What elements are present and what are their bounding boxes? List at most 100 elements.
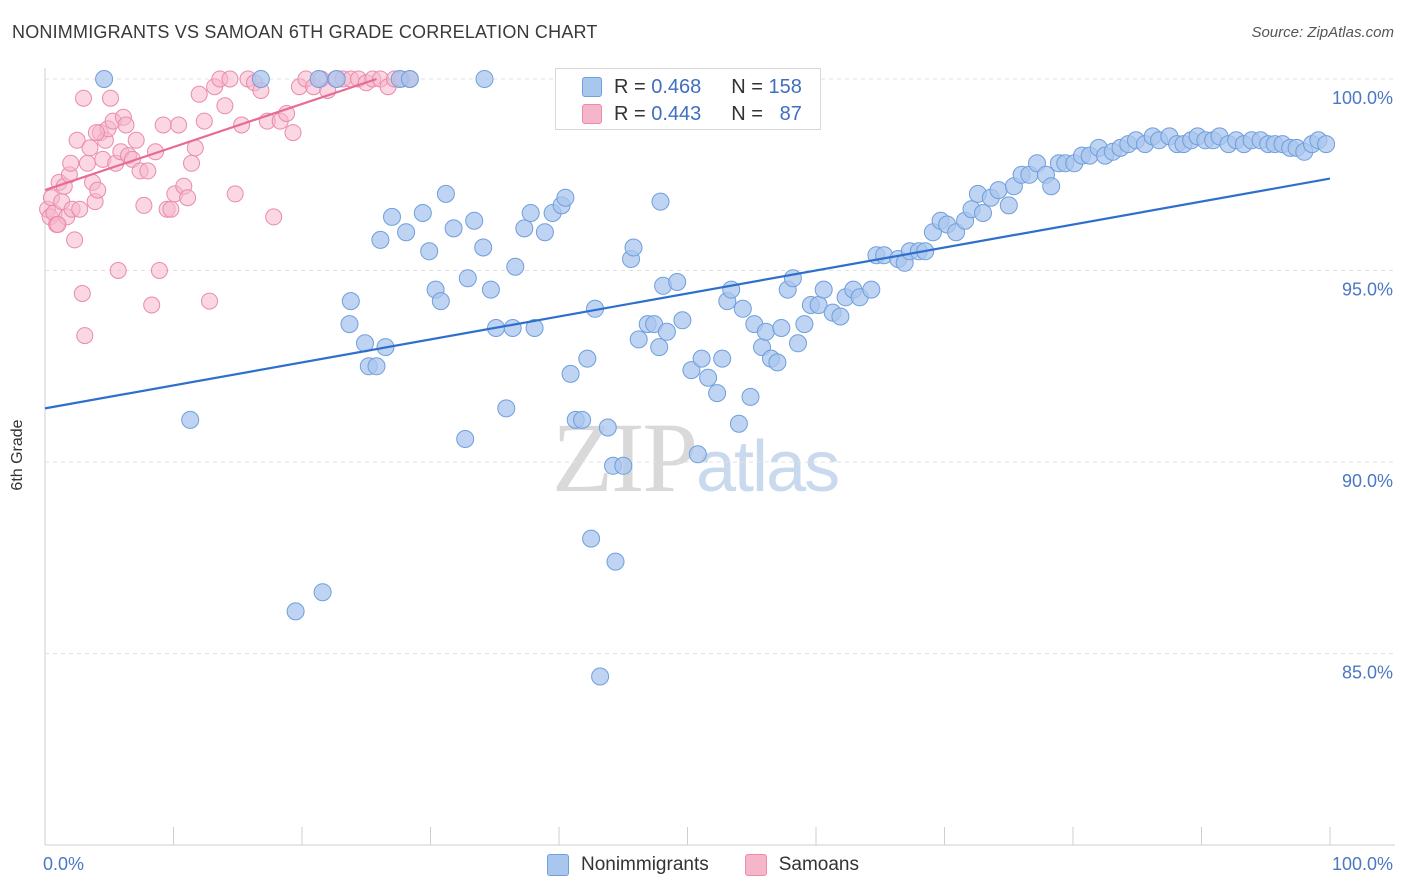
- nonimmigrants-point: [458, 269, 477, 288]
- samoans-point: [216, 97, 234, 115]
- y-tick-label: 95.0%: [1342, 280, 1393, 300]
- samoans-point: [284, 124, 302, 142]
- y-tick-label: 100.0%: [1332, 88, 1393, 108]
- bottom-legend-nonimmigrants[interactable]: Nonimmigrants: [546, 854, 709, 876]
- nonimmigrants-point: [556, 188, 575, 207]
- samoans-point: [73, 285, 91, 302]
- nonimmigrants-trend-line: [44, 177, 1331, 410]
- samoans-point: [170, 116, 188, 134]
- nonimmigrants-point: [535, 223, 554, 242]
- nonimmigrants-point: [729, 414, 748, 433]
- nonimmigrants-point: [1042, 177, 1061, 196]
- samoans-point: [66, 231, 84, 249]
- samoans-point: [102, 89, 119, 107]
- samoans-point: [71, 200, 89, 218]
- samoans-point: [81, 139, 99, 157]
- nonimmigrants-point: [756, 322, 775, 341]
- nonimmigrants-point: [989, 181, 1008, 200]
- nonimmigrants-point: [181, 410, 200, 429]
- nonimmigrants-point: [578, 349, 597, 368]
- nonimmigrants-point: [561, 364, 580, 383]
- nonimmigrants-point: [862, 280, 881, 299]
- nonimmigrants-point: [768, 353, 787, 372]
- samoans-point: [87, 124, 105, 142]
- nonimmigrants-point: [341, 292, 360, 311]
- samoans-point: [117, 116, 135, 134]
- nonimmigrants-point: [506, 257, 525, 276]
- watermark: ZIPatlas: [552, 400, 840, 515]
- watermark-atlas: atlas: [696, 427, 840, 507]
- nonimmigrants-point: [1317, 135, 1336, 154]
- samoans-point: [195, 112, 213, 130]
- samoans-points: [39, 70, 419, 345]
- samoans-point: [183, 154, 200, 172]
- nonimmigrants-point: [95, 70, 114, 88]
- x-tick-label: 0.0%: [43, 854, 84, 874]
- nonimmigrants-point: [673, 311, 692, 330]
- legend-row-nonimmigrants: R = 0.468 N = 158: [582, 74, 802, 100]
- nonimmigrants-points: [95, 70, 1336, 686]
- samoans-point: [62, 154, 80, 172]
- nonimmigrants-point: [708, 384, 727, 403]
- legend-n-value: 87: [779, 102, 802, 125]
- nonimmigrants-point: [397, 223, 416, 242]
- legend-row-samoans: R = 0.443 N = 87: [582, 101, 802, 127]
- samoans-trend-line: [44, 77, 377, 192]
- nonimmigrants-point: [413, 204, 432, 222]
- samoans-point: [147, 143, 164, 161]
- samoans-point: [154, 116, 172, 134]
- y-axis-label: 6th Grade: [9, 419, 26, 491]
- samoans-point: [162, 200, 180, 218]
- nonimmigrants-point: [465, 211, 484, 230]
- nonimmigrants-point: [624, 238, 643, 257]
- legend-n-label: N =: [731, 75, 763, 98]
- samoans-point: [150, 262, 168, 279]
- samoans-point: [89, 181, 107, 199]
- nonimmigrants-point: [515, 219, 534, 238]
- samoans-point: [68, 131, 86, 149]
- samoans-point: [201, 292, 218, 310]
- chart-title: NONIMMIGRANTS VS SAMOAN 6TH GRADE CORREL…: [12, 22, 598, 42]
- bottom-legend-swatch-blue: [546, 854, 569, 876]
- samoans-point: [139, 162, 157, 180]
- nonimmigrants-point: [772, 319, 791, 337]
- legend-swatch-blue: [582, 77, 602, 97]
- nonimmigrants-point: [713, 349, 732, 368]
- nonimmigrants-point: [309, 70, 328, 88]
- nonimmigrants-point: [692, 349, 711, 368]
- bottom-legend-samoans[interactable]: Samoans: [744, 854, 860, 876]
- nonimmigrants-point: [475, 70, 494, 88]
- nonimmigrants-point: [783, 269, 802, 288]
- nonimmigrants-point: [400, 70, 419, 88]
- nonimmigrants-point: [795, 315, 814, 334]
- bottom-legend-label: Nonimmigrants: [580, 854, 709, 875]
- nonimmigrants-point: [591, 667, 610, 686]
- nonimmigrants-point: [573, 410, 592, 429]
- samoans-point: [135, 196, 153, 214]
- nonimmigrants-point: [286, 602, 305, 621]
- legend-swatch-pink: [582, 104, 602, 124]
- nonimmigrants-point: [456, 430, 475, 448]
- nonimmigrants-point: [503, 319, 522, 337]
- bottom-legend-swatch-pink: [744, 854, 767, 876]
- legend-r-label: R =: [614, 75, 646, 98]
- nonimmigrants-point: [682, 361, 701, 380]
- nonimmigrants-point: [733, 299, 752, 318]
- nonimmigrants-point: [420, 242, 439, 261]
- chart-source: Source: ZipAtlas.com: [1251, 24, 1394, 41]
- nonimmigrants-point: [789, 334, 807, 353]
- nonimmigrants-point: [699, 368, 718, 387]
- nonimmigrants-point: [814, 280, 833, 299]
- nonimmigrants-point: [340, 315, 359, 334]
- bottom-legend-label: Samoans: [778, 854, 860, 875]
- samoans-point: [143, 296, 161, 314]
- nonimmigrants-point: [582, 529, 601, 548]
- nonimmigrants-point: [367, 357, 386, 376]
- nonimmigrants-point: [974, 204, 992, 222]
- nonimmigrants-point: [251, 70, 270, 88]
- samoans-point: [78, 154, 96, 172]
- nonimmigrants-point: [383, 207, 401, 226]
- samoans-point: [190, 85, 208, 103]
- legend-n-value: 158: [768, 75, 802, 98]
